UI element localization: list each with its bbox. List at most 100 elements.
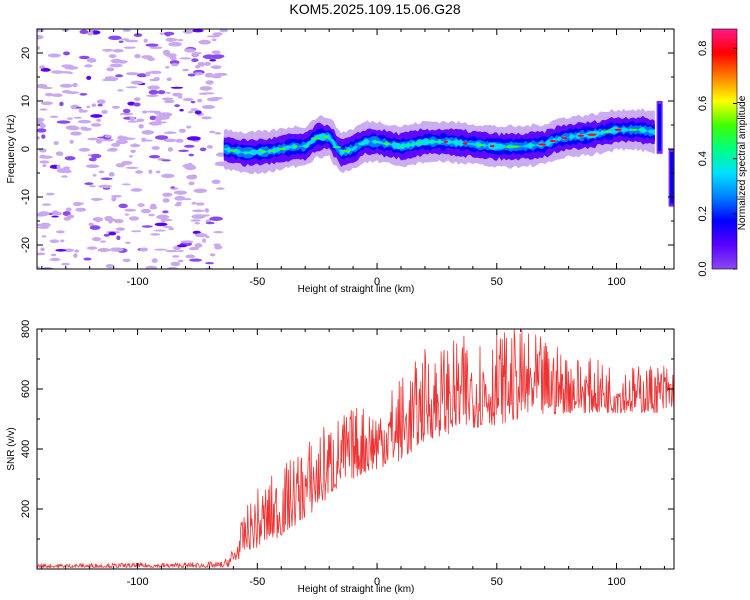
snr-x-label: Height of straight line (km) — [298, 584, 415, 595]
noise-blob — [87, 137, 99, 141]
ridge-hotspot — [434, 140, 444, 143]
noise-blob — [88, 222, 94, 226]
noise-blob — [183, 48, 196, 53]
noise-blob — [56, 168, 71, 174]
noise-blob — [162, 192, 173, 197]
noise-blob — [37, 128, 47, 133]
noise-blob — [177, 39, 184, 42]
noise-blob — [179, 57, 192, 60]
noise-blob — [209, 58, 217, 62]
noise-blob — [146, 94, 159, 97]
noise-blob — [38, 155, 53, 159]
noise-blob — [104, 134, 113, 138]
noise-blob — [194, 222, 201, 225]
noise-blob — [168, 41, 182, 47]
noise-blob — [149, 115, 157, 121]
y-tick-label: -10 — [20, 189, 32, 205]
noise-blob — [54, 211, 62, 216]
noise-blob — [129, 116, 136, 121]
noise-blob — [41, 203, 52, 206]
noise-blob — [155, 170, 161, 174]
noise-blob — [56, 164, 61, 170]
noise-blob — [38, 211, 50, 216]
noise-blob — [154, 110, 162, 115]
noise-blob — [51, 253, 57, 257]
noise-blob — [201, 116, 212, 120]
noise-blob — [209, 216, 223, 221]
noise-blob — [122, 258, 131, 262]
noise-blob — [141, 225, 153, 228]
noise-blob — [135, 170, 144, 174]
colorbar-tick-label: 0.2 — [697, 206, 709, 221]
ridge-hotspot — [443, 140, 449, 143]
ridge-hotspot — [229, 149, 238, 152]
noise-blob — [110, 194, 122, 198]
noise-blob — [109, 247, 124, 252]
noise-blob — [148, 89, 159, 95]
snr-y-axis: 200 400 600 800 — [20, 320, 674, 540]
noise-blob — [191, 214, 206, 219]
noise-blob — [141, 130, 155, 135]
noise-blob — [165, 249, 179, 253]
noise-blob — [116, 235, 121, 241]
noise-blob — [156, 214, 170, 220]
noise-blob — [145, 71, 151, 77]
noise-blob — [153, 76, 160, 81]
noise-blob — [211, 38, 217, 42]
noise-blob — [78, 147, 91, 152]
noise-blob — [73, 201, 82, 207]
noise-blob — [174, 203, 182, 207]
noise-blob — [60, 239, 65, 243]
ridge-hotspot — [630, 128, 638, 131]
noise-blob — [212, 32, 223, 36]
noise-blob — [148, 154, 161, 159]
noise-blob — [116, 136, 130, 141]
noise-blob — [125, 241, 131, 244]
noise-blob — [189, 258, 202, 262]
noise-blob — [137, 203, 145, 207]
noise-blob — [177, 249, 185, 252]
noise-blob — [73, 253, 78, 258]
noise-blob — [200, 40, 211, 44]
noise-blob — [182, 29, 193, 34]
noise-blob — [195, 202, 205, 206]
spectrogram-noise — [37, 29, 229, 269]
noise-blob — [205, 221, 215, 225]
noise-blob — [61, 175, 68, 178]
noise-blob — [190, 108, 198, 112]
noise-blob — [148, 169, 153, 174]
colorbar-tick-label: 0.4 — [697, 151, 709, 166]
y-tick-label: 600 — [20, 380, 32, 398]
noise-blob — [155, 121, 168, 124]
noise-blob — [98, 170, 105, 174]
ridge-hotspot — [342, 149, 351, 153]
noise-blob — [65, 91, 80, 95]
noise-blob — [203, 61, 212, 66]
snr-series-line — [37, 329, 674, 569]
ridge-hotspot — [372, 140, 380, 143]
noise-blob — [105, 263, 114, 269]
noise-blob — [136, 73, 148, 78]
noise-blob — [124, 213, 130, 216]
noise-blob — [96, 118, 102, 122]
noise-blob — [161, 97, 174, 101]
noise-blob — [97, 136, 106, 139]
x-tick-label: -100 — [127, 276, 149, 288]
colorbar-tick-label: 0.8 — [697, 41, 709, 56]
noise-blob — [205, 262, 215, 265]
noise-blob — [66, 214, 75, 219]
noise-blob — [192, 209, 205, 213]
noise-blob — [179, 109, 184, 112]
noise-blob — [118, 203, 128, 209]
noise-blob — [37, 117, 45, 122]
noise-blob — [188, 246, 200, 251]
noise-blob — [211, 179, 221, 185]
noise-blob — [201, 105, 216, 110]
noise-blob — [210, 56, 223, 59]
noise-blob — [178, 149, 189, 153]
noise-blob — [86, 246, 98, 250]
ridge-hotspot — [405, 143, 415, 146]
noise-blob — [104, 218, 117, 222]
noise-blob — [104, 76, 116, 80]
noise-blob — [159, 32, 164, 35]
